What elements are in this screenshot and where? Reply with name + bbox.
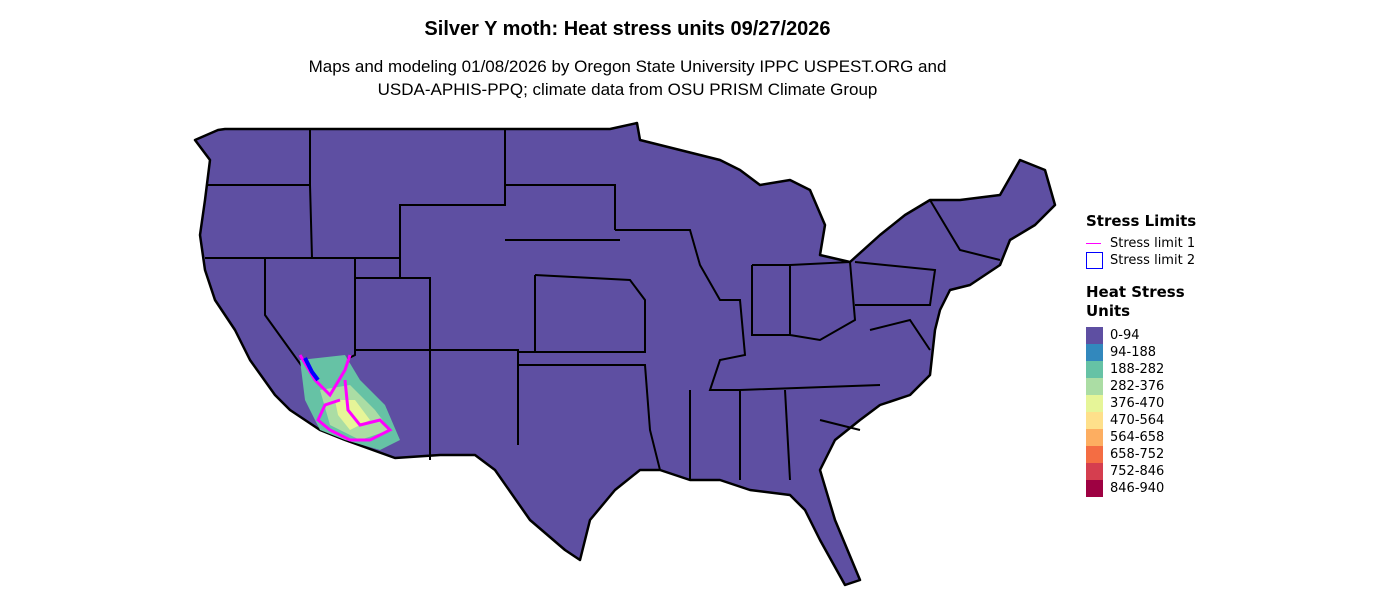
color-swatch	[1086, 361, 1103, 378]
box-swatch-icon	[1086, 252, 1103, 269]
heat-stress-area	[298, 354, 400, 450]
legend-item: 658-752	[1086, 446, 1185, 463]
legend-item: 282-376	[1086, 378, 1185, 395]
legend-item: 752-846	[1086, 463, 1185, 480]
subtitle-line-2: USDA-APHIS-PPQ; climate data from OSU PR…	[377, 80, 878, 99]
chart-subtitle: Maps and modeling 01/08/2026 by Oregon S…	[0, 55, 1255, 101]
legend-item: 470-564	[1086, 412, 1185, 429]
legend-item: 0-94	[1086, 327, 1185, 344]
color-swatch	[1086, 327, 1103, 344]
legend-label: 188-282	[1110, 362, 1165, 377]
color-swatch	[1086, 429, 1103, 446]
state-borders	[205, 130, 1001, 481]
legend-item: Stress limit 2	[1086, 252, 1196, 269]
legend-label: 564-658	[1110, 430, 1165, 445]
legend-label: 282-376	[1110, 379, 1165, 394]
color-swatch	[1086, 412, 1103, 429]
legend-item: 564-658	[1086, 429, 1185, 446]
legend-title-line-1: Heat Stress	[1086, 283, 1185, 301]
color-swatch	[1086, 463, 1103, 480]
stress-limit-2-contour	[303, 357, 320, 382]
chart-title: Silver Y moth: Heat stress units 09/27/2…	[424, 18, 831, 40]
line-swatch-icon	[1086, 235, 1103, 252]
legend-label: 376-470	[1110, 396, 1165, 411]
subtitle-line-1: Maps and modeling 01/08/2026 by Oregon S…	[308, 57, 947, 76]
legend-label: 846-940	[1110, 481, 1165, 496]
legend-label: 752-846	[1110, 464, 1165, 479]
legend-title-line-2: Units	[1086, 302, 1131, 320]
legend-label: Stress limit 2	[1110, 253, 1196, 268]
legend-title: Heat Stress Units	[1086, 283, 1185, 321]
legend-item: 376-470	[1086, 395, 1185, 412]
legend-label: 658-752	[1110, 447, 1165, 462]
color-swatch	[1086, 344, 1103, 361]
legend-label: Stress limit 1	[1110, 236, 1196, 251]
color-swatch	[1086, 395, 1103, 412]
color-swatch	[1086, 378, 1103, 395]
legend-item: 94-188	[1086, 344, 1185, 361]
legend-label: 470-564	[1110, 413, 1165, 428]
color-swatch	[1086, 480, 1103, 497]
color-swatch	[1086, 446, 1103, 463]
stress-limits-legend: Stress Limits Stress limit 1 Stress limi…	[1086, 212, 1196, 269]
legend-item: 846-940	[1086, 480, 1185, 497]
heat-units-legend: Heat Stress Units 0-94 94-188 188-282 282-3…	[1086, 283, 1185, 497]
legend-label: 94-188	[1110, 345, 1157, 360]
us-outline	[193, 121, 1057, 587]
legend-item: Stress limit 1	[1086, 235, 1196, 252]
legend-label: 0-94	[1110, 328, 1140, 343]
legend-title: Stress Limits	[1086, 212, 1197, 230]
legend-item: 188-282	[1086, 361, 1185, 378]
